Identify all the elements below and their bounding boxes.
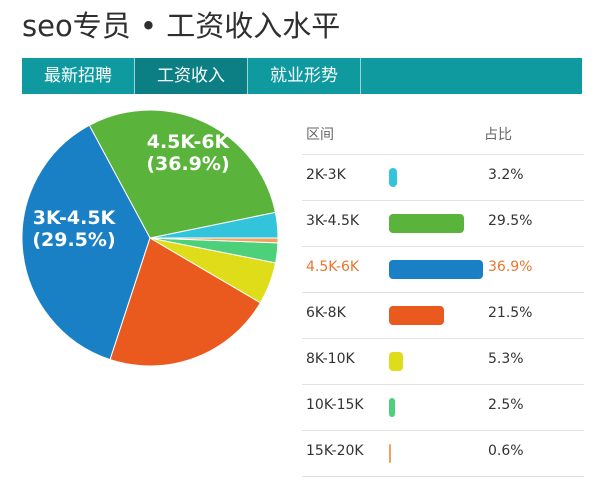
table-header: 区间 占比 — [302, 116, 584, 155]
pie-label-4.5K-6K-line0: 4.5K-6K — [147, 131, 231, 153]
pie-label-4.5K-6K-line1: (36.9%) — [146, 153, 229, 175]
pie-slice-3K-4.5K[interactable] — [88, 110, 276, 239]
tab-bar: 最新招聘 工资收入 就业形势 — [22, 58, 582, 94]
tab-employment[interactable]: 就业形势 — [248, 58, 361, 94]
pie-label-3K-4.5K-line0: 3K-4.5K — [33, 207, 117, 229]
range-label: 3K-4.5K — [306, 213, 360, 229]
share-bar — [389, 168, 397, 187]
share-percent: 5.3% — [488, 351, 524, 367]
table-row: 15K-20K 0.6% — [302, 431, 584, 477]
share-bar — [389, 260, 483, 279]
pie-chart-svg: 3K-4.5K(29.5%) 4.5K-6K(36.9%) — [22, 110, 279, 367]
table-row: 10K-15K 2.5% — [302, 385, 584, 431]
range-label: 10K-15K — [306, 397, 364, 413]
share-percent: 21.5% — [488, 305, 533, 321]
share-bar — [389, 398, 395, 417]
salary-table: 区间 占比 2K-3K 3.2% 3K-4.5K 29.5% 4.5K-6K 36.9% 6… — [302, 116, 584, 477]
tab-latest-jobs[interactable]: 最新招聘 — [22, 58, 135, 94]
pie-slice-4.5K-6K[interactable] — [22, 124, 151, 361]
share-percent: 29.5% — [488, 213, 533, 229]
range-label: 4.5K-6K — [306, 259, 360, 275]
table-rows: 2K-3K 3.2% 3K-4.5K 29.5% 4.5K-6K 36.9% 6K-8K 21… — [302, 155, 584, 477]
range-label: 8K-10K — [306, 351, 355, 367]
range-label: 6K-8K — [306, 305, 346, 321]
share-percent: 36.9% — [488, 259, 533, 275]
share-percent: 2.5% — [488, 397, 524, 413]
header-range: 区间 — [306, 127, 334, 143]
pie-slice-15K-20K[interactable] — [149, 237, 279, 244]
table-row: 2K-3K 3.2% — [302, 155, 584, 201]
pie-slice-6K-8K[interactable] — [109, 237, 262, 367]
share-bar — [389, 306, 444, 325]
pie-label-3K-4.5K-line1: (29.5%) — [32, 229, 115, 251]
pie-chart: 3K-4.5K (29.5%) 4.5K-6K (36.9%) — [22, 110, 292, 380]
header-share: 占比 — [484, 127, 512, 143]
share-percent: 0.6% — [488, 443, 524, 459]
share-percent: 3.2% — [488, 167, 524, 183]
page-title: seo专员 • 工资收入水平 — [22, 9, 341, 43]
table-row: 3K-4.5K 29.5% — [302, 201, 584, 247]
table-row: 4.5K-6K 36.9% — [302, 247, 584, 293]
table-row: 8K-10K 5.3% — [302, 339, 584, 385]
range-label: 15K-20K — [306, 443, 364, 459]
tab-salary[interactable]: 工资收入 — [135, 58, 248, 94]
range-label: 2K-3K — [306, 167, 346, 183]
share-bar — [389, 352, 403, 371]
share-bar — [389, 444, 391, 463]
tab-bar-filler — [361, 58, 582, 94]
table-row: 6K-8K 21.5% — [302, 293, 584, 339]
share-bar — [389, 214, 464, 233]
